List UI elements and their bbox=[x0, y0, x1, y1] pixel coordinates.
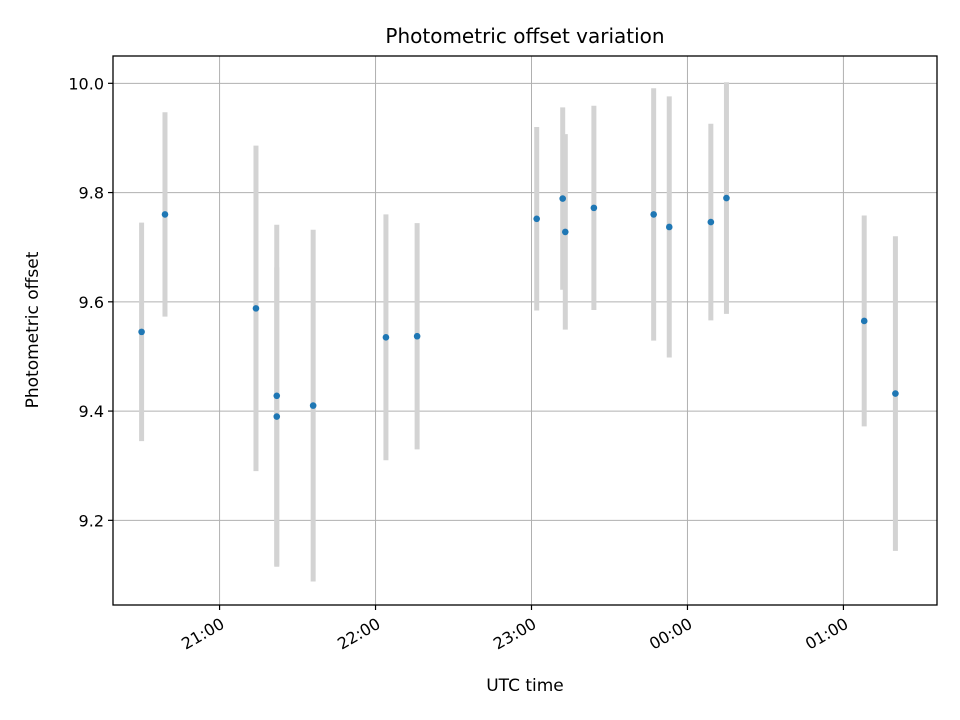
data-point bbox=[138, 328, 145, 336]
data-point bbox=[665, 223, 673, 231]
data-point bbox=[590, 204, 598, 212]
axis-ticks: 21:00 22:00 23:00 00:00 01:00 9.2 9.4 9.6 9.8 10.… bbox=[68, 74, 851, 653]
x-axis-title: UTC time bbox=[486, 676, 564, 696]
y-tick-label: 9.8 bbox=[79, 184, 104, 203]
data-point bbox=[561, 228, 569, 236]
x-tick-label: 21:00 bbox=[178, 614, 227, 654]
grid-lines bbox=[113, 56, 937, 605]
y-axis-title: Photometric offset bbox=[23, 251, 43, 408]
data-points bbox=[138, 194, 899, 420]
data-point bbox=[273, 413, 281, 420]
data-point bbox=[892, 390, 899, 397]
data-point bbox=[533, 215, 540, 223]
x-tick-label: 22:00 bbox=[334, 614, 383, 654]
data-point bbox=[161, 211, 169, 218]
x-tick-label: 01:00 bbox=[802, 614, 851, 654]
error-bars bbox=[139, 82, 898, 582]
data-point bbox=[413, 332, 421, 340]
data-point bbox=[650, 211, 657, 218]
x-tick-label: 00:00 bbox=[646, 614, 695, 654]
data-point bbox=[252, 305, 260, 312]
y-tick-label: 9.2 bbox=[79, 511, 104, 530]
y-tick-label: 9.4 bbox=[79, 402, 104, 421]
data-point bbox=[707, 218, 715, 226]
data-point bbox=[559, 195, 566, 202]
plot-area-frame bbox=[112, 55, 938, 606]
chart-title: Photometric offset variation bbox=[385, 24, 664, 48]
data-point bbox=[273, 392, 281, 400]
data-point bbox=[860, 317, 868, 325]
data-point bbox=[382, 334, 390, 341]
data-point bbox=[723, 194, 730, 202]
data-point bbox=[309, 402, 317, 409]
x-tick-label: 23:00 bbox=[490, 614, 539, 654]
y-tick-label: 10.0 bbox=[68, 74, 104, 93]
y-tick-label: 9.6 bbox=[79, 293, 104, 312]
